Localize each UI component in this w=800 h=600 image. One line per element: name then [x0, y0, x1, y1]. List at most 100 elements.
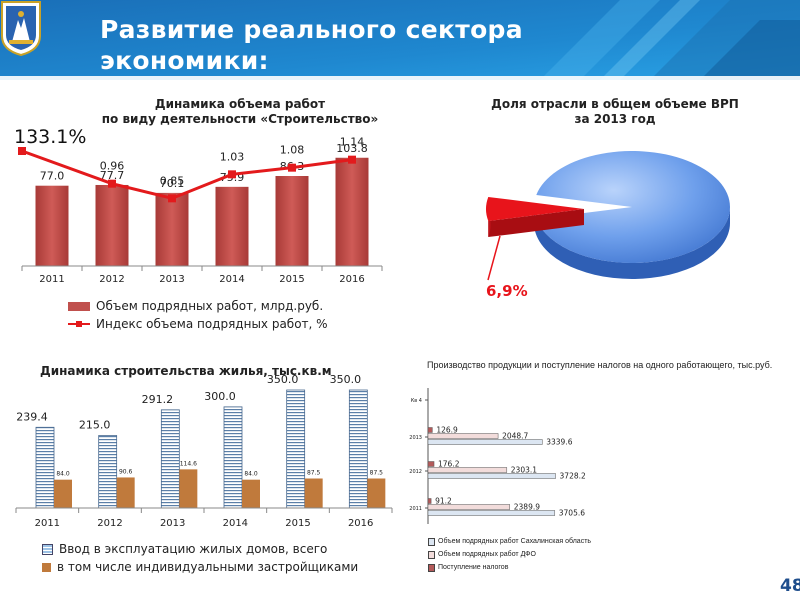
volume-bar-label: 75.9 [220, 171, 245, 184]
housing-individual-bar [116, 477, 135, 508]
housing-individual-label: 84.0 [56, 471, 70, 478]
volume-bar [275, 176, 309, 266]
page-title-line-2: экономики: [100, 46, 269, 75]
legend-swatch-housing-individual [42, 562, 51, 572]
x-tick-label: 2015 [279, 274, 304, 285]
index-point [168, 194, 176, 203]
x-tick-label: 2013 [160, 518, 185, 529]
y-tick-label: 2013 [409, 435, 422, 441]
volume-bar [335, 157, 369, 266]
production-bar-label: 176.2 [438, 460, 460, 469]
index-point [18, 147, 26, 155]
housing-individual-label: 114.6 [180, 460, 197, 467]
page-title-line-1: Развитие реального сектора [100, 15, 523, 44]
construction-chart-title-line-1: Динамика объема работ [154, 97, 326, 111]
housing-individual-bar [54, 479, 72, 508]
x-tick-label: 2012 [99, 274, 124, 285]
vrp-chart-title-line-1: Доля отрасли в общем объеме ВРП [491, 97, 739, 111]
index-point [228, 170, 236, 179]
page-number: 48 [780, 576, 800, 596]
housing-individual-label: 87.5 [307, 470, 321, 477]
volume-bar [35, 185, 69, 266]
legend-label-housing-total: Ввод в эксплуатацию жилых домов, всего [59, 542, 328, 556]
housing-chart-title: Динамика строительства жилья, тыс.кв.м [40, 364, 332, 378]
production-bar-label: 3339.6 [546, 438, 572, 447]
housing-individual-bar [304, 478, 323, 508]
vrp-share-label: 6,9% [486, 282, 528, 300]
production-bar-label: 3728.2 [560, 472, 586, 481]
legend-item-housing-total: Ввод в эксплуатацию жилых домов, всего [42, 540, 358, 558]
x-tick-label: 2011 [39, 274, 64, 285]
volume-bar-label: 86.3 [280, 160, 305, 173]
housing-total-label: 215.0 [79, 419, 111, 432]
x-tick-label: 2014 [223, 518, 248, 529]
construction-legend: Объем подрядных работ, млрд.руб. Индекс … [68, 297, 328, 333]
x-tick-label: 2015 [285, 518, 310, 529]
index-line [21, 149, 353, 200]
volume-bar-label: 70.1 [160, 177, 185, 190]
housing-total-bar [98, 435, 118, 509]
x-tick-label: 2011 [35, 518, 60, 529]
volume-bar-label: 77.0 [40, 170, 65, 183]
production-chart-title: Производство продукции и поступление нал… [427, 360, 773, 370]
production-bar-label: 126.9 [436, 426, 458, 435]
legend-item-housing-individual: в том числе индивидуальными застройщикам… [42, 558, 358, 576]
legend-label-housing-individual: в том числе индивидуальными застройщикам… [57, 560, 359, 574]
legend-label-volume: Объем подрядных работ, млрд.руб. [96, 299, 324, 313]
production-bar-label: 3705.6 [559, 509, 585, 518]
construction-chart-title: Динамика объема работ по виду деятельнос… [60, 97, 420, 127]
page-title: Развитие реального сектора экономики: [100, 14, 523, 76]
y-tick-label: 2012 [409, 469, 422, 475]
volume-bar [155, 192, 189, 266]
index-point-label: 1.03 [220, 150, 245, 163]
header-background [0, 0, 800, 80]
legend-swatch-housing-total [42, 543, 53, 555]
legend-item-taxes: Поступление налогов [428, 561, 591, 574]
legend-item-sakhalin: Объем подрядных работ Сахалинская област… [428, 535, 591, 548]
volume-bar-label: 103.8 [336, 142, 368, 155]
production-bar-label: 2389.9 [514, 503, 540, 512]
legend-label-taxes: Поступление налогов [438, 564, 509, 571]
legend-item-dfo: Объем подрядных работ ДФО [428, 548, 591, 561]
volume-bar [215, 186, 249, 266]
production-bar-label: 2303.1 [511, 466, 537, 475]
production-bar [427, 510, 556, 516]
index-point-label: 0.96 [100, 160, 125, 173]
x-tick-label: 2012 [97, 518, 122, 529]
production-bar [427, 504, 511, 510]
y-tick-label: 2011 [409, 506, 422, 512]
legend-item-index: Индекс объема подрядных работ, % [68, 315, 328, 333]
housing-total-bar [286, 389, 306, 509]
volume-bar [95, 184, 129, 266]
header-banner: Развитие реального сектора экономики: [0, 0, 800, 80]
x-tick-label: 2016 [339, 274, 364, 285]
x-tick-label: 2013 [159, 274, 184, 285]
housing-legend: Ввод в эксплуатацию жилых домов, всего в… [42, 540, 358, 576]
production-bar-label: 2048.7 [502, 432, 528, 441]
housing-total-bar [223, 406, 243, 509]
vrp-chart-title: Доля отрасли в общем объеме ВРП за 2013 … [470, 97, 760, 127]
production-legend: Объем подрядных работ Сахалинская област… [428, 535, 591, 574]
housing-individual-bar [242, 479, 260, 508]
legend-swatch-dfo [428, 550, 435, 559]
production-bar-label: 91.2 [435, 497, 452, 506]
housing-individual-bar [367, 478, 386, 508]
housing-total-bar [348, 389, 368, 509]
housing-total-bar [160, 409, 180, 509]
pie-slice-side [534, 207, 730, 279]
production-bar [427, 498, 432, 504]
production-bar [427, 427, 433, 433]
coat-of-arms-icon [1, 1, 41, 56]
index-point-label: 1.08 [280, 144, 305, 157]
x-tick-label: 2016 [348, 518, 373, 529]
pie-slice-share [485, 196, 584, 222]
housing-total-bar [35, 426, 55, 509]
pie-slice-share-edge [488, 196, 491, 238]
housing-total-label: 239.4 [16, 410, 48, 423]
housing-individual-bar [179, 469, 198, 508]
vrp-chart-title-line-2: за 2013 год [574, 112, 656, 126]
housing-individual-label: 90.6 [119, 468, 133, 475]
legend-item-volume: Объем подрядных работ, млрд.руб. [68, 297, 328, 315]
legend-swatch-sakhalin [428, 537, 435, 546]
index-point-label: 0.85 [160, 174, 185, 187]
